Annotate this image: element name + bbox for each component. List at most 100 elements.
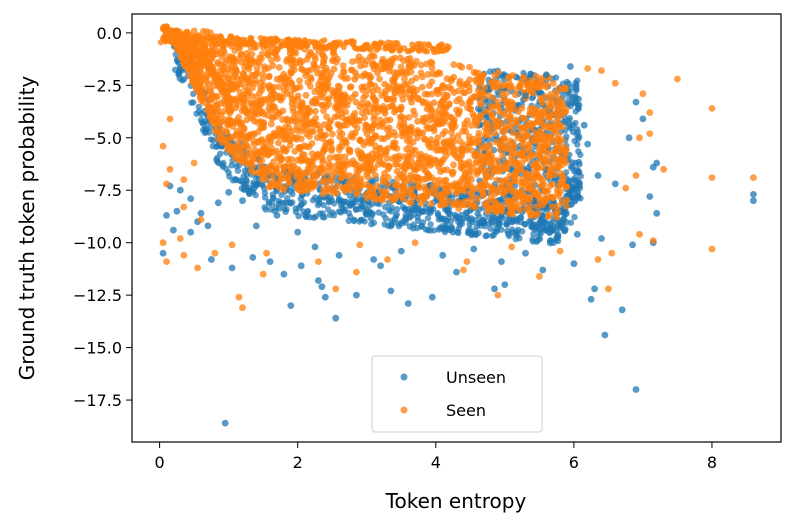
cloud-point bbox=[237, 51, 245, 58]
cloud-point bbox=[381, 80, 389, 88]
point-unseen bbox=[632, 98, 640, 106]
cloud-point bbox=[424, 171, 431, 178]
point-unseen bbox=[632, 386, 640, 393]
cloud-point bbox=[240, 180, 247, 187]
cloud-point bbox=[188, 99, 195, 106]
cloud-point bbox=[283, 37, 290, 44]
cloud-point bbox=[503, 187, 511, 195]
cloud-point bbox=[293, 117, 301, 124]
cloud-point bbox=[392, 132, 399, 139]
dense-point-cloud bbox=[157, 23, 584, 247]
point-seen bbox=[353, 268, 360, 276]
cloud-point bbox=[518, 193, 525, 201]
point-unseen bbox=[491, 285, 498, 293]
cloud-point bbox=[292, 111, 300, 118]
point-unseen bbox=[297, 262, 305, 270]
cloud-point bbox=[314, 150, 322, 158]
cloud-point bbox=[490, 78, 498, 86]
cloud-point bbox=[358, 83, 366, 91]
point-seen bbox=[508, 243, 516, 251]
cloud-point bbox=[450, 161, 457, 169]
cloud-point bbox=[458, 217, 465, 225]
cloud-point bbox=[240, 126, 248, 133]
cloud-point bbox=[333, 42, 340, 49]
cloud-point bbox=[345, 115, 353, 123]
point-unseen bbox=[387, 287, 395, 295]
cloud-point bbox=[283, 206, 290, 213]
cloud-point bbox=[425, 41, 432, 48]
cloud-point bbox=[299, 125, 307, 132]
cloud-point bbox=[219, 37, 226, 44]
cloud-point bbox=[488, 159, 495, 167]
cloud-point bbox=[538, 96, 545, 104]
cloud-point bbox=[352, 177, 359, 185]
cloud-point bbox=[508, 226, 516, 233]
legend-label-unseen: Unseen bbox=[446, 368, 506, 387]
cloud-point bbox=[509, 99, 517, 107]
cloud-point bbox=[306, 214, 313, 221]
cloud-point bbox=[443, 75, 451, 83]
cloud-point bbox=[408, 94, 415, 102]
cloud-point bbox=[419, 219, 427, 226]
cloud-point bbox=[553, 214, 561, 221]
point-seen bbox=[598, 67, 605, 74]
cloud-point bbox=[508, 156, 515, 164]
cloud-point bbox=[466, 220, 473, 228]
cloud-point bbox=[554, 163, 562, 171]
cloud-point bbox=[338, 130, 346, 138]
point-seen bbox=[190, 159, 198, 167]
cloud-point bbox=[356, 103, 364, 111]
point-unseen bbox=[249, 254, 257, 261]
cloud-point bbox=[435, 163, 442, 171]
cloud-point bbox=[341, 161, 348, 168]
cloud-point bbox=[504, 104, 512, 112]
cloud-point bbox=[261, 189, 269, 197]
cloud-point bbox=[321, 54, 328, 62]
cloud-point bbox=[285, 160, 292, 168]
cloud-point bbox=[436, 176, 443, 184]
cloud-point bbox=[256, 54, 264, 61]
cloud-point bbox=[474, 195, 481, 203]
cloud-point bbox=[368, 221, 375, 228]
cloud-point bbox=[235, 113, 243, 121]
cloud-point bbox=[329, 49, 337, 57]
cloud-point bbox=[285, 124, 293, 132]
cloud-point bbox=[424, 215, 432, 222]
cloud-point bbox=[463, 117, 471, 124]
cloud-point bbox=[418, 194, 426, 201]
point-seen bbox=[180, 176, 188, 184]
cloud-point bbox=[385, 222, 392, 230]
cloud-point bbox=[364, 173, 372, 181]
cloud-point bbox=[339, 185, 347, 192]
cloud-point bbox=[346, 148, 354, 156]
cloud-point bbox=[208, 93, 216, 101]
cloud-point bbox=[232, 131, 240, 139]
cloud-point bbox=[534, 210, 542, 217]
cloud-point bbox=[253, 65, 261, 72]
cloud-point bbox=[424, 125, 432, 132]
point-unseen bbox=[335, 251, 343, 259]
cloud-point bbox=[540, 121, 548, 129]
cloud-point bbox=[393, 206, 401, 213]
cloud-point bbox=[474, 152, 481, 160]
point-seen bbox=[608, 249, 616, 257]
cloud-point bbox=[453, 201, 461, 208]
point-unseen bbox=[404, 300, 412, 307]
cloud-point bbox=[211, 127, 219, 135]
cloud-point bbox=[368, 150, 376, 158]
cloud-point bbox=[539, 130, 546, 138]
cloud-point bbox=[493, 84, 501, 91]
cloud-point bbox=[207, 104, 215, 112]
cloud-point bbox=[346, 192, 354, 199]
cloud-point bbox=[445, 83, 453, 91]
cloud-point bbox=[536, 111, 543, 119]
cloud-point bbox=[427, 111, 434, 118]
cloud-point bbox=[318, 164, 326, 172]
cloud-point bbox=[288, 69, 295, 77]
cloud-point bbox=[401, 125, 409, 132]
cloud-point bbox=[419, 83, 426, 91]
cloud-point bbox=[555, 121, 563, 129]
cloud-point bbox=[416, 129, 424, 137]
cloud-point bbox=[486, 141, 494, 149]
cloud-point bbox=[292, 38, 299, 45]
